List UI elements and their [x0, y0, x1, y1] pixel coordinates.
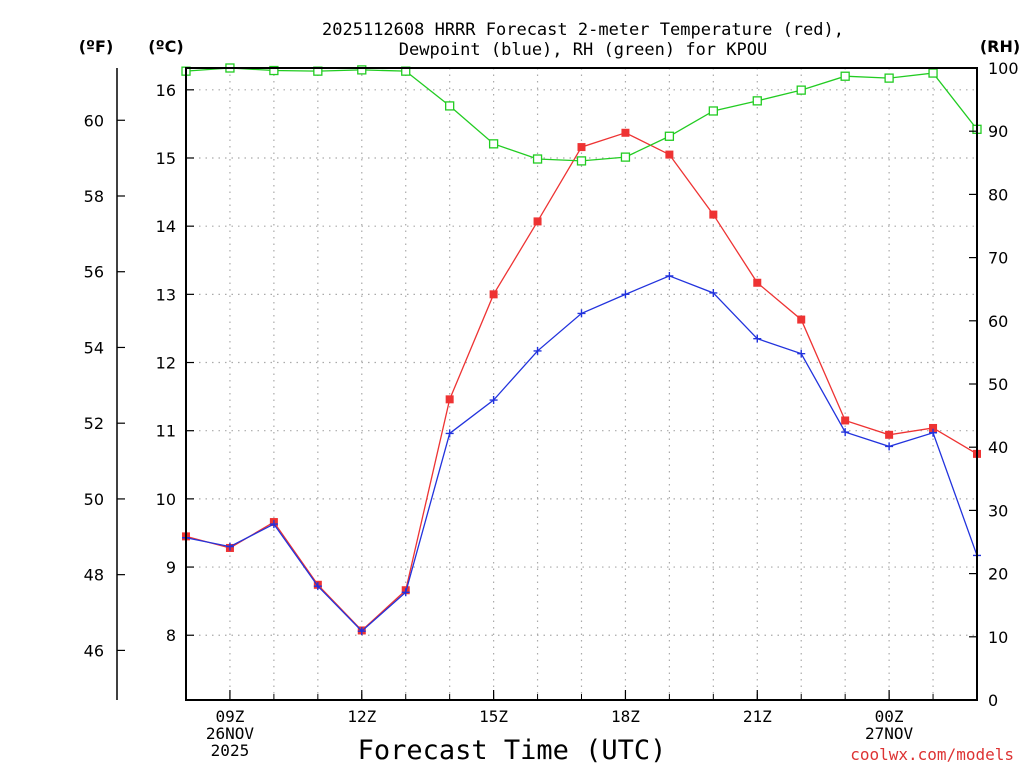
fahrenheit-tick-label: 52	[84, 414, 104, 433]
rh-point	[796, 85, 806, 95]
rh-tick-label: 90	[988, 122, 1008, 141]
x-tick-label: 18Z	[611, 707, 640, 726]
rh-tick-label: 60	[988, 312, 1008, 331]
grid-lines	[186, 68, 977, 700]
dewpoint-point	[313, 582, 322, 591]
x-tick-label: 09Z	[215, 707, 244, 726]
fahrenheit-tick-label: 58	[84, 187, 104, 206]
dewpoint-point	[269, 520, 278, 529]
dewpoint-point	[489, 396, 498, 405]
celsius-tick-label: 13	[156, 285, 176, 304]
dewpoint-point	[885, 442, 894, 451]
temperature-point	[533, 217, 542, 226]
temperature-point	[621, 128, 630, 137]
fahrenheit-tick-label: 48	[84, 566, 104, 585]
rh-point	[488, 139, 499, 149]
chart-title-line1: 2025112608 HRRR Forecast 2-meter Tempera…	[322, 20, 844, 40]
celsius-tick-label: 8	[166, 626, 176, 645]
fahrenheit-tick-label: 46	[84, 641, 104, 660]
celsius-tick-label: 16	[156, 81, 176, 100]
rh-tick-label: 30	[988, 501, 1008, 520]
dewpoint-point	[621, 290, 630, 299]
dewpoint-point	[665, 271, 674, 280]
celsius-tick-label: 10	[156, 490, 176, 509]
rh-point	[752, 96, 762, 106]
celsius-tick-label: 9	[166, 558, 176, 577]
dewpoint-point	[753, 334, 762, 343]
rh-point	[840, 71, 850, 81]
temperature-point	[665, 150, 674, 159]
celsius-axis-label: (ºC)	[148, 37, 183, 56]
rh-tick-label: 0	[988, 691, 998, 710]
rh-tick-label: 20	[988, 565, 1008, 584]
rh-point	[532, 154, 543, 164]
fahrenheit-axis-label: (ºF)	[79, 37, 114, 56]
rh-point	[576, 156, 587, 166]
rh-point	[620, 152, 631, 162]
rh-point	[708, 106, 718, 116]
rh-point	[445, 101, 455, 111]
fahrenheit-tick-label: 50	[84, 490, 104, 509]
dewpoint-point	[577, 309, 586, 318]
celsius-tick-label: 14	[156, 217, 176, 236]
fahrenheit-tick-label: 54	[84, 338, 104, 357]
rh-tick-label: 80	[988, 185, 1008, 204]
dewpoint-point	[401, 588, 410, 597]
dewpoint-point	[225, 542, 234, 551]
x-tick-label: 15Z	[479, 707, 508, 726]
rh-tick-label: 70	[988, 249, 1008, 268]
dewpoint-point	[533, 346, 542, 355]
dewpoint-point	[445, 429, 454, 438]
x-axis-title: Forecast Time (UTC)	[358, 735, 667, 766]
rh-point	[357, 65, 367, 75]
x-tick-label: 00Z	[875, 707, 904, 726]
dewpoint-point	[357, 627, 366, 636]
temperature-point	[489, 290, 498, 299]
temperature-point	[709, 210, 718, 219]
temperature-point	[753, 278, 762, 287]
rh-axis-label: (RH)	[980, 37, 1020, 56]
credit-text: coolwx.com/models	[850, 745, 1014, 764]
axis-ticks: 8 9 10 11 12 13 14 15 16 46 48 50 52 54 56 58 60 0 10 20 30 4…	[84, 59, 1019, 760]
celsius-tick-label: 12	[156, 354, 176, 373]
rh-tick-label: 50	[988, 375, 1008, 394]
x-tick-label: 27NOV	[865, 724, 914, 743]
rh-tick-label: 40	[988, 438, 1008, 457]
temperature-point	[797, 315, 806, 324]
dewpoint-point	[709, 288, 718, 297]
temperature-point	[445, 395, 454, 404]
x-tick-label: 26NOV	[206, 724, 255, 743]
temperature-point	[929, 423, 938, 432]
x-tick-label: 21Z	[743, 707, 772, 726]
dewpoint-point	[929, 428, 938, 437]
rh-point	[269, 65, 279, 76]
temperature-point	[577, 143, 586, 152]
fahrenheit-tick-label: 56	[84, 263, 104, 282]
dewpoint-point	[797, 349, 806, 358]
temperature-point	[841, 416, 850, 425]
x-tick-label: 2025	[211, 741, 250, 760]
temperature-point	[885, 430, 894, 439]
rh-tick-label: 10	[988, 628, 1008, 647]
rh-point	[664, 131, 675, 141]
rh-tick-label: 100	[988, 59, 1019, 78]
celsius-tick-label: 11	[156, 422, 176, 441]
x-tick-label: 12Z	[347, 707, 376, 726]
rh-point	[928, 68, 938, 78]
dewpoint-point	[841, 428, 850, 437]
fahrenheit-tick-label: 60	[84, 111, 104, 130]
rh-point	[884, 73, 894, 83]
celsius-tick-label: 15	[156, 149, 176, 168]
chart-title-line2: Dewpoint (blue), RH (green) for KPOU	[399, 40, 767, 60]
